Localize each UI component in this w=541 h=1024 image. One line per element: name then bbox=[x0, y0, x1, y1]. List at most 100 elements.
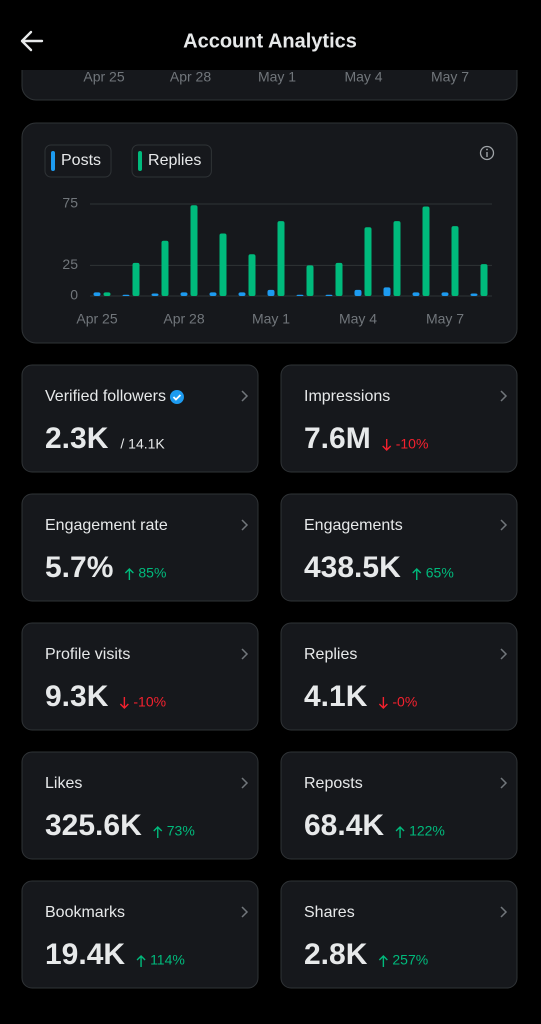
chevron bbox=[241, 648, 249, 660]
y-tick-label: 0 bbox=[70, 287, 78, 303]
bar bbox=[238, 292, 246, 296]
trend-arrow bbox=[412, 568, 422, 580]
bar bbox=[219, 233, 227, 296]
metric-card[interactable]: Reposts 68.4K 122% bbox=[280, 751, 518, 860]
metric-title: Reposts bbox=[304, 775, 363, 792]
trend-arrow bbox=[136, 955, 146, 967]
trend-arrow bbox=[378, 955, 388, 967]
date-label: Apr 28 bbox=[170, 69, 211, 85]
metric-card[interactable]: Replies 4.1K -0% bbox=[280, 622, 518, 731]
bar bbox=[180, 292, 188, 296]
card-bg bbox=[280, 622, 518, 731]
legend-pill bbox=[44, 144, 112, 178]
bar bbox=[325, 294, 333, 296]
chevron bbox=[241, 519, 249, 531]
bar bbox=[151, 293, 159, 296]
metric-change: 257% bbox=[392, 952, 428, 968]
legend-pill bbox=[131, 144, 212, 178]
metric-change: -0% bbox=[392, 694, 417, 710]
legend-item[interactable]: Replies bbox=[131, 144, 212, 178]
metric-value: 2.8K bbox=[304, 938, 368, 971]
metric-title: Profile visits bbox=[45, 646, 130, 663]
metric-card[interactable]: Impressions 7.6M -10% bbox=[280, 364, 518, 473]
metric-card[interactable]: Verified followers 2.3K / 14.1K bbox=[21, 364, 259, 473]
info-icon[interactable] bbox=[479, 145, 495, 161]
verified-check bbox=[172, 394, 182, 401]
card-bg bbox=[21, 364, 259, 473]
trend-arrow bbox=[153, 826, 163, 838]
bar bbox=[122, 294, 130, 296]
back-button[interactable] bbox=[20, 30, 44, 52]
card-bg bbox=[21, 493, 259, 602]
metric-change: 65% bbox=[426, 565, 454, 581]
metric-title: Likes bbox=[45, 775, 82, 792]
metric-value: 4.1K bbox=[304, 680, 368, 713]
metric-card[interactable]: Profile visits 9.3K -10% bbox=[21, 622, 259, 731]
metric-value: 438.5K bbox=[304, 551, 401, 584]
card-bg bbox=[21, 622, 259, 731]
x-tick-label: Apr 28 bbox=[163, 311, 204, 327]
metric-card[interactable]: Engagements 438.5K 65% bbox=[280, 493, 518, 602]
trend-arrow bbox=[119, 697, 129, 709]
x-tick-label: Apr 25 bbox=[76, 311, 117, 327]
x-tick-label: May 7 bbox=[426, 311, 464, 327]
metric-card[interactable]: Likes 325.6K 73% bbox=[21, 751, 259, 860]
metric-title: Impressions bbox=[304, 388, 390, 405]
chart-card bbox=[21, 122, 518, 344]
metric-value: 5.7% bbox=[45, 551, 113, 584]
y-tick-label: 25 bbox=[62, 256, 78, 272]
legend-item[interactable]: Posts bbox=[44, 144, 112, 178]
metric-value: 9.3K bbox=[45, 680, 109, 713]
bar bbox=[190, 205, 198, 296]
metric-value: 2.3K bbox=[45, 422, 109, 455]
bar bbox=[93, 292, 101, 296]
card-bg bbox=[280, 751, 518, 860]
card-bg bbox=[280, 880, 518, 989]
bar bbox=[209, 292, 217, 296]
metric-change: 85% bbox=[138, 565, 166, 581]
metric-value: 68.4K bbox=[304, 809, 384, 842]
metric-title: Engagement rate bbox=[45, 517, 168, 534]
metric-change: 73% bbox=[167, 823, 195, 839]
card-bg bbox=[280, 493, 518, 602]
card-bg bbox=[280, 364, 518, 473]
legend-label: Posts bbox=[61, 152, 101, 169]
metric-title: Engagements bbox=[304, 517, 403, 534]
metric-value: 7.6M bbox=[304, 422, 371, 455]
bar bbox=[296, 294, 304, 296]
card-bg bbox=[21, 880, 259, 989]
bar bbox=[161, 240, 169, 296]
metric-value: 19.4K bbox=[45, 938, 125, 971]
metric-card[interactable]: Bookmarks 19.4K 114% bbox=[21, 880, 259, 989]
bar bbox=[364, 227, 372, 296]
trend-arrow bbox=[395, 826, 405, 838]
bar bbox=[470, 293, 478, 296]
metric-change: 122% bbox=[409, 823, 445, 839]
chevron bbox=[500, 390, 508, 402]
bar bbox=[132, 262, 140, 296]
legend-label: Replies bbox=[148, 152, 201, 169]
bar bbox=[267, 289, 275, 296]
bar bbox=[354, 289, 362, 296]
chevron bbox=[241, 906, 249, 918]
card-bg bbox=[21, 751, 259, 860]
date-label: May 4 bbox=[344, 69, 382, 85]
bar bbox=[277, 221, 285, 296]
bar bbox=[103, 292, 111, 296]
bar bbox=[412, 292, 420, 296]
chevron bbox=[500, 519, 508, 531]
legend-swatch bbox=[51, 151, 55, 171]
metric-card[interactable]: Engagement rate 5.7% 85% bbox=[21, 493, 259, 602]
metric-change: 114% bbox=[150, 952, 185, 968]
legend-swatch bbox=[138, 151, 143, 171]
metric-title: Verified followers bbox=[45, 388, 166, 405]
bar bbox=[441, 292, 449, 296]
chevron bbox=[500, 906, 508, 918]
bar bbox=[422, 206, 430, 296]
x-tick-label: May 4 bbox=[339, 311, 377, 327]
trend-arrow bbox=[382, 439, 392, 451]
metric-card[interactable]: Shares 2.8K 257% bbox=[280, 880, 518, 989]
verified-badge bbox=[169, 390, 184, 404]
